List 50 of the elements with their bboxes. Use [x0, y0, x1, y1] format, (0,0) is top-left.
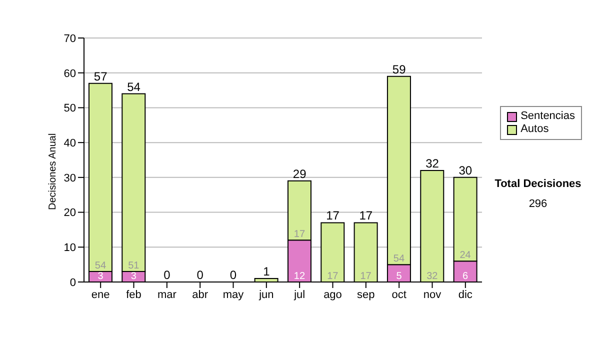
total-label: 57	[94, 69, 108, 84]
data-label: 17	[294, 229, 306, 240]
total-label: 17	[326, 208, 340, 223]
y-tick-label: 50	[64, 102, 76, 115]
y-tick-label: 30	[64, 172, 76, 184]
y-tick-label: 40	[64, 137, 76, 150]
y-axis-title: Decisiones Anual	[48, 133, 59, 210]
total-label: 1	[263, 264, 270, 279]
total-label: 0	[196, 268, 204, 282]
data-label: 6	[462, 271, 469, 282]
x-tick-label: ene	[91, 288, 110, 301]
data-label: 17	[327, 271, 339, 282]
legend-label: Autos	[520, 123, 549, 136]
x-tick-label: may	[222, 288, 244, 301]
data-label: 54	[94, 260, 106, 272]
x-tick-label: abr	[192, 288, 208, 301]
total-label: 30	[458, 163, 472, 178]
total-label: 59	[392, 62, 406, 76]
x-tick-label: feb	[126, 288, 142, 301]
text: Total Decisiones	[494, 178, 582, 190]
total-label: 29	[292, 166, 307, 181]
x-tick-label: nov	[423, 288, 442, 301]
data-label: 12	[294, 271, 306, 282]
y-tick-label: 10	[64, 242, 76, 254]
x-tick-label: dic	[458, 288, 473, 301]
y-tick-label: 60	[64, 68, 76, 80]
total-label: 32	[426, 156, 440, 170]
total-label: 54	[127, 80, 141, 94]
total-label: 0	[230, 268, 237, 282]
x-tick-label: ago	[324, 288, 342, 301]
total-label: 0	[164, 268, 171, 282]
data-label: 32	[426, 271, 438, 282]
data-label: 24	[460, 250, 472, 262]
data-label: 17	[360, 271, 372, 282]
y-tick-label: 70	[64, 32, 76, 45]
x-tick-label: jul	[293, 288, 306, 301]
data-label: 5	[396, 271, 402, 282]
x-tick-label: mar	[157, 288, 177, 301]
y-tick-label: 20	[64, 207, 76, 220]
data-label: 3	[130, 271, 137, 282]
total-label: 17	[359, 208, 373, 223]
data-label: 51	[128, 260, 140, 272]
text: 296	[528, 198, 548, 210]
data-label: 54	[393, 254, 405, 265]
data-label: 3	[98, 271, 104, 282]
x-tick-label: oct	[392, 288, 406, 301]
legend-label: Sentencias	[520, 110, 575, 123]
x-tick-label: jun	[258, 288, 274, 301]
y-tick-label: 0	[70, 276, 76, 289]
x-tick-label: sep	[357, 288, 375, 301]
